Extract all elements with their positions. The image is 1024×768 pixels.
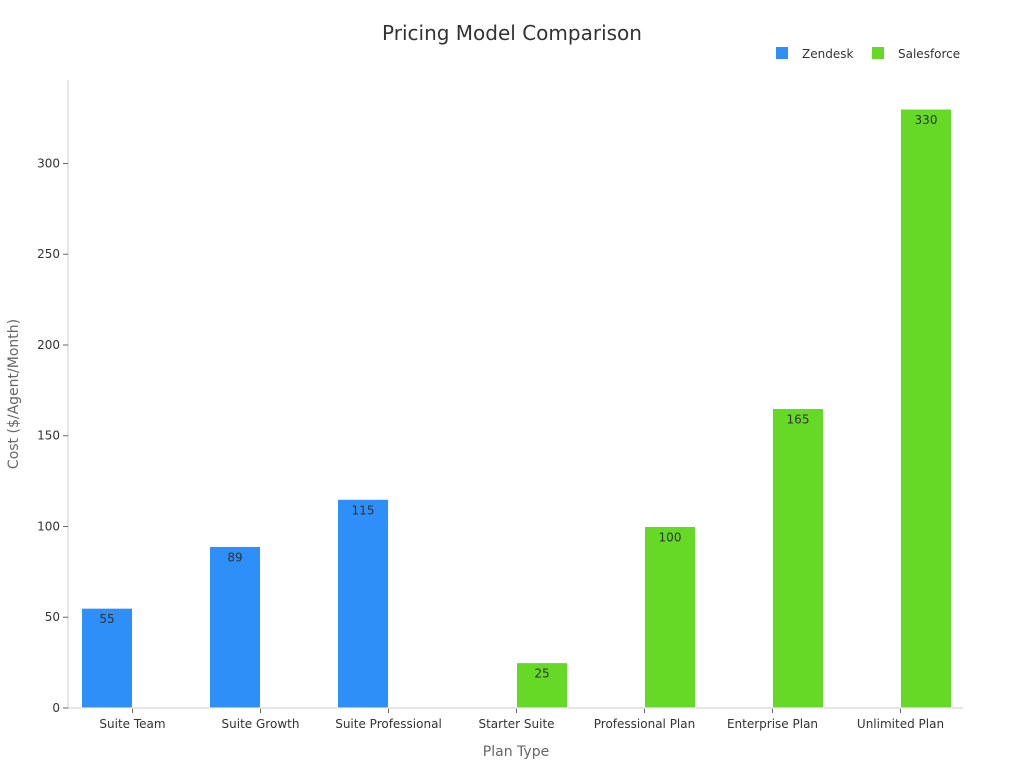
bars [81, 108, 952, 709]
y-axis-title: Cost ($/Agent/Month) [6, 319, 22, 469]
bar [772, 408, 824, 709]
data-label: 25 [534, 667, 549, 681]
y-tick-label: 250 [37, 247, 60, 261]
data-label: 165 [787, 413, 810, 427]
y-tick-label: 150 [37, 429, 60, 443]
chart-title: Pricing Model Comparison [382, 21, 642, 45]
y-tick-label: 0 [52, 701, 60, 715]
x-axis: Suite Team Suite Growth Suite Professional… [68, 707, 963, 731]
x-tick-label: Suite Professional [335, 717, 442, 731]
bar [644, 525, 696, 709]
bar [900, 108, 952, 709]
bar [209, 545, 261, 709]
legend-swatch [776, 47, 788, 59]
legend-label: Zendesk [802, 47, 853, 61]
bar [516, 662, 568, 709]
x-tick-label: Enterprise Plan [727, 717, 818, 731]
legend-swatch [872, 47, 884, 59]
data-label: 115 [352, 503, 375, 517]
x-tick-label: Professional Plan [594, 717, 695, 731]
y-tick-label: 100 [37, 519, 60, 533]
bar [81, 607, 133, 709]
legend: Zendesk Salesforce [776, 47, 960, 61]
x-tick-label: Starter Suite [478, 717, 554, 731]
legend-label: Salesforce [898, 47, 960, 61]
data-label: 89 [227, 550, 242, 564]
y-tick-label: 200 [37, 338, 60, 352]
data-label: 100 [659, 530, 682, 544]
y-tick-label: 300 [37, 156, 60, 170]
data-label: 55 [99, 612, 114, 626]
data-label: 330 [915, 113, 938, 127]
y-axis: 0 50 100 150 200 250 300 [37, 80, 69, 715]
x-tick-label: Suite Team [99, 717, 165, 731]
x-tick-label: Suite Growth [222, 717, 300, 731]
x-tick-label: Unlimited Plan [857, 717, 944, 731]
bar [337, 498, 389, 709]
data-labels: 55 89 115 25 100 165 330 [99, 113, 937, 681]
x-axis-title: Plan Type [483, 744, 549, 760]
y-tick-label: 50 [45, 610, 60, 624]
